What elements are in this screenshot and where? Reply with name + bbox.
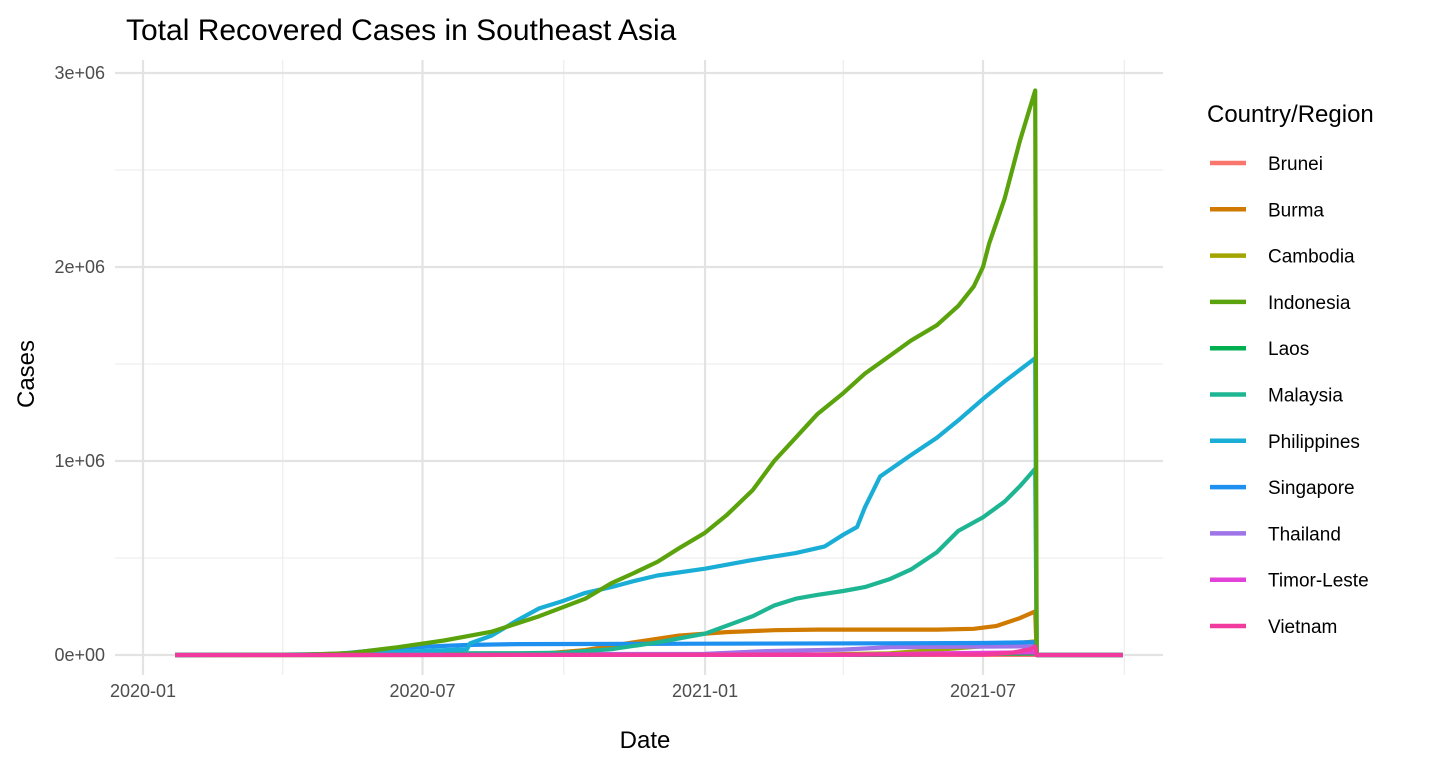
- series-line-indonesia: [175, 88, 1123, 658]
- legend: Country/Region Brunei Burma Cambodia Indone…: [1207, 101, 1374, 638]
- x-tick-label: 2020-07: [389, 681, 455, 701]
- x-tick-label: 2021-07: [950, 681, 1016, 701]
- legend-item-thailand: Thailand: [1210, 524, 1341, 545]
- x-tick-label: 2021-01: [672, 681, 738, 701]
- legend-label: Brunei: [1268, 154, 1323, 175]
- legend-label: Vietnam: [1268, 617, 1337, 638]
- legend-item-indonesia: Indonesia: [1210, 293, 1351, 314]
- legend-label: Malaysia: [1268, 386, 1343, 407]
- legend-item-brunei: Brunei: [1210, 154, 1323, 175]
- y-axis-title: Cases: [13, 340, 40, 408]
- legend-label: Singapore: [1268, 478, 1355, 499]
- y-tick-label: 2e+06: [54, 257, 105, 277]
- legend-item-philippines: Philippines: [1210, 432, 1360, 453]
- legend-item-malaysia: Malaysia: [1210, 386, 1343, 407]
- legend-label: Indonesia: [1268, 293, 1351, 314]
- x-tick-label: 2020-01: [110, 681, 176, 701]
- legend-label: Laos: [1268, 339, 1309, 360]
- plot-panel: [115, 60, 1163, 675]
- y-tick-label: 1e+06: [54, 451, 105, 471]
- y-tick-label: 3e+06: [54, 63, 105, 83]
- legend-label: Cambodia: [1268, 247, 1355, 268]
- legend-item-burma: Burma: [1210, 200, 1324, 221]
- grid-major: [115, 60, 1163, 675]
- series-line-vietnam: [175, 644, 1123, 658]
- series-line-philippines: [175, 356, 1123, 658]
- legend-items: Brunei Burma Cambodia Indonesia Laos Malaysia…: [1210, 154, 1369, 638]
- legend-label: Thailand: [1268, 524, 1341, 545]
- x-axis-ticks: 2020-01 2020-07 2021-01 2021-07: [110, 681, 1016, 701]
- y-tick-label: 0e+00: [54, 645, 105, 665]
- x-axis-title: Date: [620, 727, 671, 754]
- series-lines: [175, 88, 1123, 658]
- y-axis-ticks: 0e+00 1e+06 2e+06 3e+06: [54, 63, 105, 665]
- legend-item-singapore: Singapore: [1210, 478, 1355, 499]
- chart-title: Total Recovered Cases in Southeast Asia: [126, 14, 677, 47]
- legend-label: Burma: [1268, 200, 1324, 221]
- grid-minor: [115, 60, 1163, 675]
- legend-item-cambodia: Cambodia: [1210, 247, 1355, 268]
- legend-title: Country/Region: [1207, 101, 1374, 128]
- legend-item-vietnam: Vietnam: [1210, 617, 1337, 638]
- legend-label: Timor-Leste: [1268, 571, 1369, 592]
- legend-label: Philippines: [1268, 432, 1360, 453]
- legend-item-laos: Laos: [1210, 339, 1309, 360]
- legend-item-timor-leste: Timor-Leste: [1210, 571, 1369, 592]
